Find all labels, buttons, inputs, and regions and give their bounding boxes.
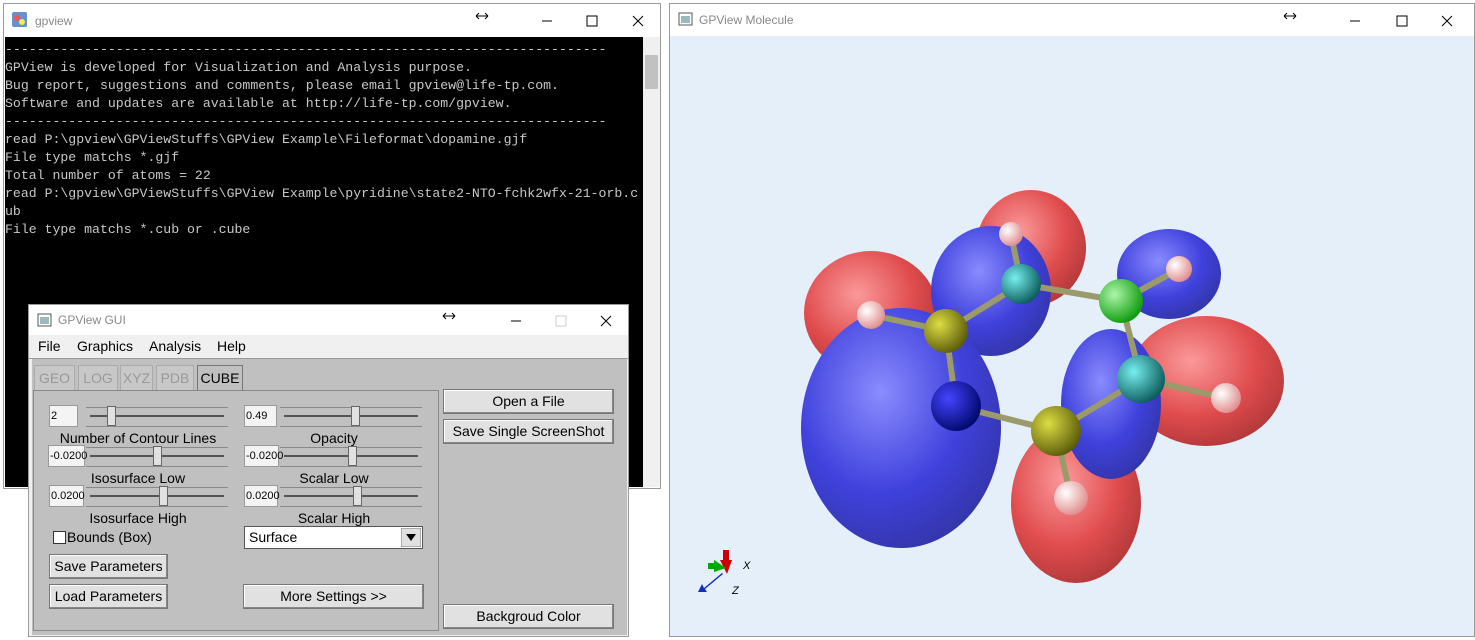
console-line: Bug report, suggestions and comments, pl… <box>5 78 559 93</box>
menu-item[interactable]: Graphics <box>77 338 134 354</box>
slider-label: Scalar High <box>297 510 371 526</box>
slider-track[interactable] <box>280 487 422 507</box>
slider-value[interactable]: 0.0200 <box>244 485 280 507</box>
axis-label: Z <box>731 585 740 597</box>
button[interactable]: Load Parameters <box>49 584 168 609</box>
menu-item[interactable]: Help <box>217 338 246 354</box>
console-line: File type matchs *.cub or .cube <box>5 222 251 237</box>
slider-value[interactable]: -0.0200 <box>244 445 283 467</box>
window-controls[interactable] <box>439 308 627 332</box>
window-title: GPView GUI <box>58 313 126 327</box>
slider-thumb[interactable] <box>351 406 360 426</box>
slider-thumb[interactable] <box>159 486 168 506</box>
slider-value[interactable]: 2 <box>49 405 78 427</box>
slider-thumb[interactable] <box>107 406 116 426</box>
console-line: read P:\gpview\GPViewStuffs\GPView Examp… <box>5 132 528 147</box>
checkbox[interactable] <box>53 531 66 544</box>
app-icon <box>37 313 52 327</box>
gui-window: GPView GUI File Graphics Analysis Help Boun… <box>28 304 629 637</box>
slider-label: Scalar Low <box>299 470 369 486</box>
slider-groove <box>284 495 418 497</box>
slider-thumb[interactable] <box>153 446 162 466</box>
menu-item[interactable]: Analysis <box>149 338 202 354</box>
console-line: Software and updates are available at ht… <box>5 96 512 111</box>
scrollbar[interactable] <box>643 37 660 487</box>
slider-track[interactable] <box>86 407 228 427</box>
scroll-thumb[interactable] <box>645 55 658 89</box>
dropdown-arrow[interactable] <box>401 528 421 547</box>
axis-indicator: X Z <box>698 550 751 597</box>
button[interactable]: Open a File <box>443 389 614 414</box>
button[interactable]: Backgroud Color <box>443 604 614 629</box>
slider-label: Isosurface High <box>89 510 187 526</box>
window-controls[interactable] <box>472 8 662 32</box>
tab[interactable]: PDB <box>156 365 194 390</box>
molecule-viewport[interactable]: X Z <box>670 36 1474 636</box>
slider-value[interactable]: 0.49 <box>244 405 277 427</box>
tab[interactable]: CUBE <box>197 365 243 390</box>
menu-bar: File Graphics Analysis Help <box>29 335 628 359</box>
cube-panel <box>33 390 439 631</box>
molecule-window: GPView Molecule <box>669 3 1475 637</box>
console-line: ----------------------------------------… <box>5 114 607 129</box>
dropdown[interactable]: Surface <box>244 526 423 549</box>
console-line: ub <box>5 204 21 219</box>
slider-thumb[interactable] <box>353 486 362 506</box>
slider-label: Number of Contour Lines <box>59 430 217 446</box>
window-title: GPView Molecule <box>699 13 794 27</box>
button[interactable]: More Settings >> <box>243 584 424 609</box>
window-controls[interactable] <box>1280 8 1470 32</box>
slider-groove <box>90 495 224 497</box>
button[interactable]: Save Single ScreenShot <box>443 419 614 444</box>
slider-value[interactable]: 0.0200 <box>49 485 85 507</box>
tab[interactable]: XYZ <box>120 365 153 390</box>
menu-item[interactable]: File <box>38 338 61 354</box>
dropdown-value: Surface <box>249 529 298 545</box>
title-bar <box>29 305 628 335</box>
window-title: gpview <box>35 14 73 28</box>
button[interactable]: Save Parameters <box>49 554 168 579</box>
tab[interactable]: GEO <box>34 365 75 390</box>
app-icon <box>12 12 27 27</box>
console-line: GPView is developed for Visualization an… <box>5 60 472 75</box>
slider-track[interactable] <box>86 487 228 507</box>
slider-thumb[interactable] <box>348 446 357 466</box>
slider-groove <box>90 415 224 417</box>
slider-label: Isosurface Low <box>90 470 186 486</box>
app-icon <box>678 12 693 26</box>
console-line: ----------------------------------------… <box>5 42 607 57</box>
console-line: read P:\gpview\GPViewStuffs\GPView Examp… <box>5 186 639 201</box>
tab[interactable]: LOG <box>78 365 118 390</box>
axis-label: X <box>742 560 751 572</box>
console-line: Total number of atoms = 22 <box>5 168 211 183</box>
slider-value[interactable]: -0.0200 <box>48 445 87 467</box>
slider-label: Opacity <box>310 430 358 446</box>
checkbox-label[interactable]: Bounds (Box) <box>67 529 152 545</box>
console-line: File type matchs *.gjf <box>5 150 180 165</box>
